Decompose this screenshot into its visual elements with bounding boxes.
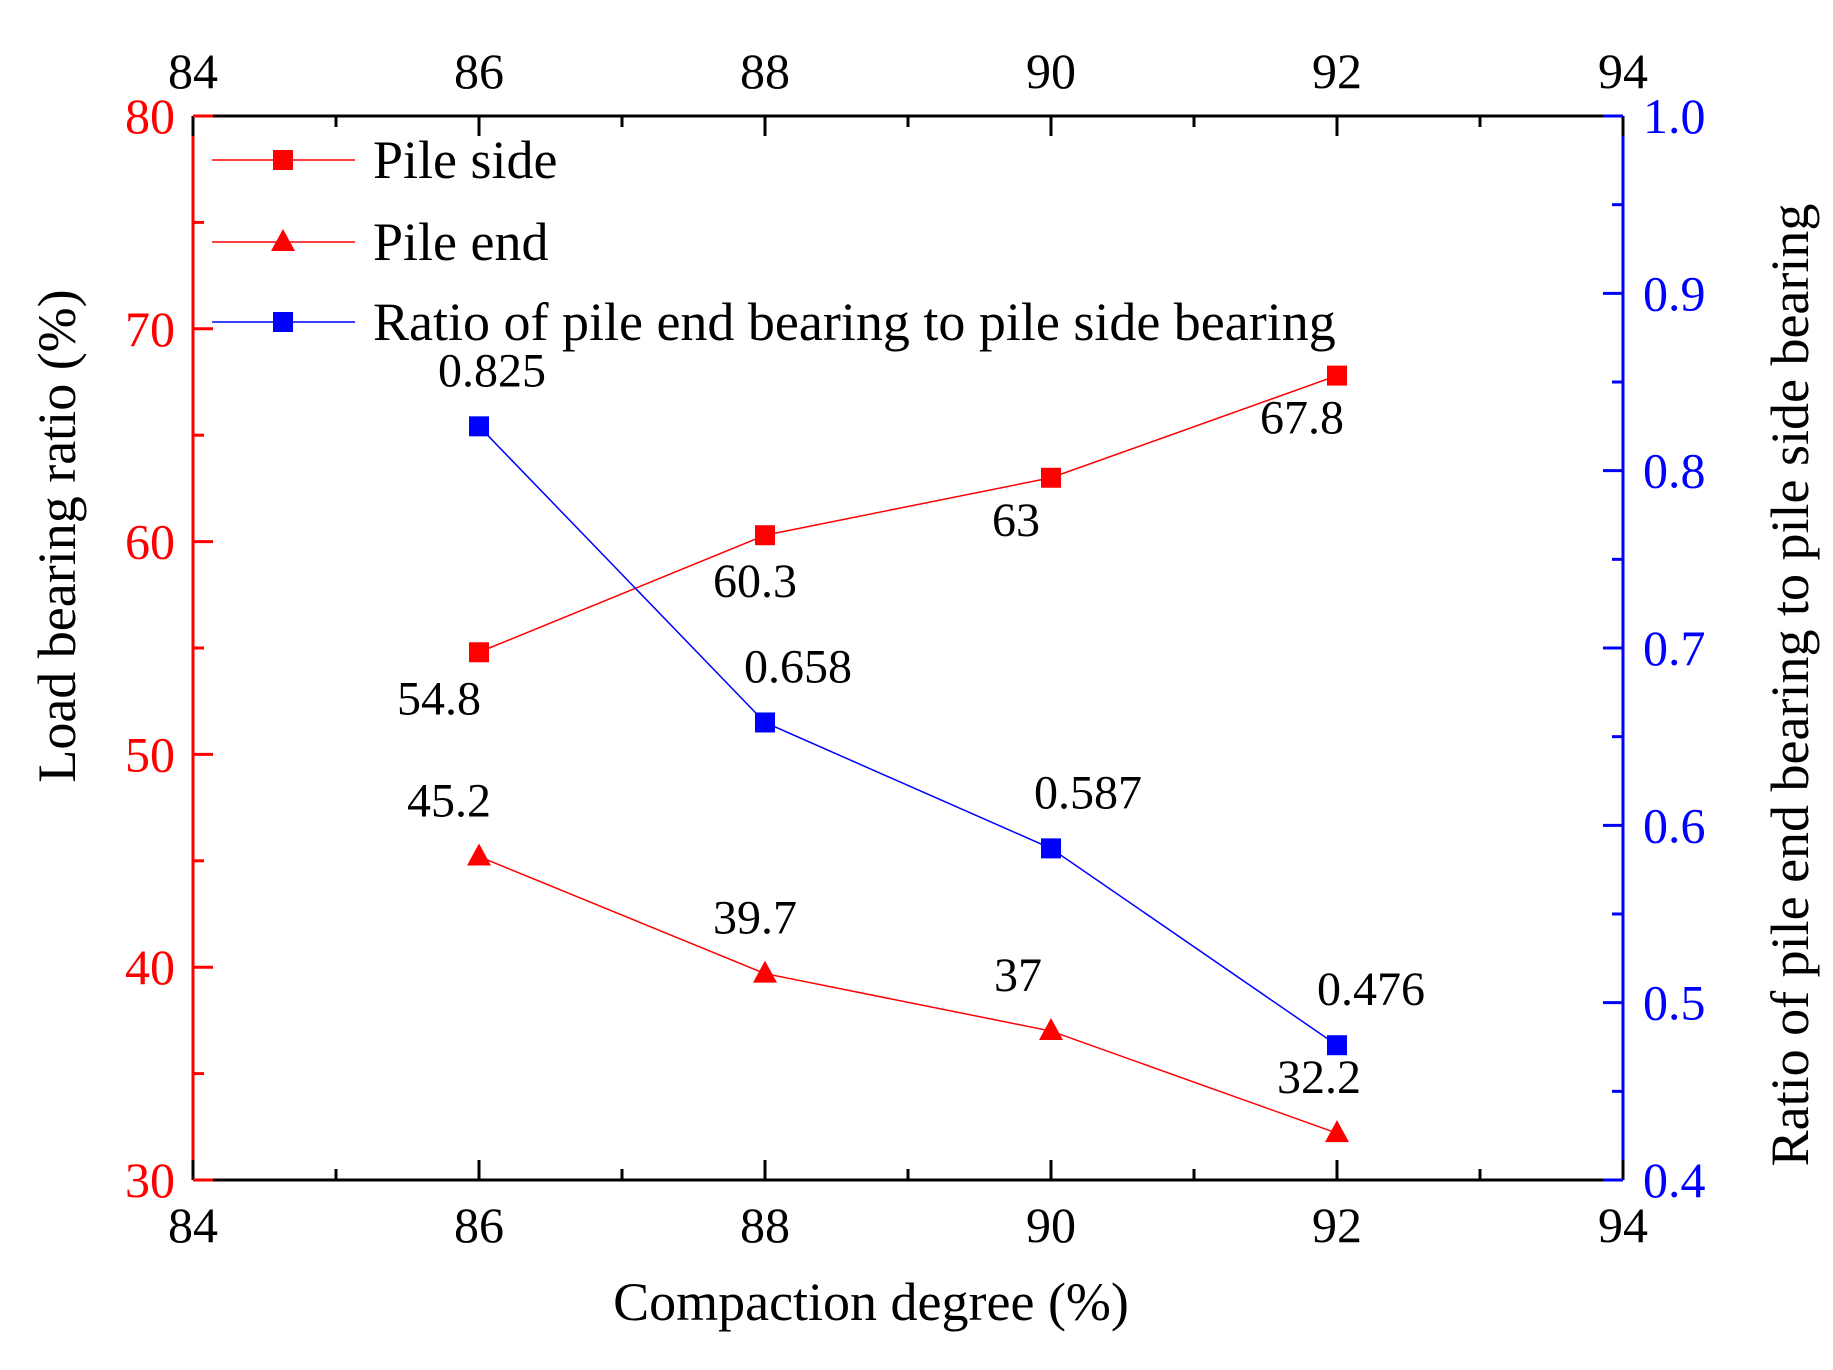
- data-point-s0-0: [469, 642, 489, 663]
- x-tick-label: 88: [740, 1197, 790, 1253]
- y2-tick-label: 0.5: [1643, 975, 1706, 1031]
- data-label-s1-1: 39.7: [713, 892, 797, 945]
- data-label-s1-3: 32.2: [1277, 1051, 1361, 1104]
- y2-tick-label: 0.4: [1643, 1152, 1706, 1208]
- y-tick-label: 40: [125, 939, 175, 995]
- data-point-s0-2: [1041, 467, 1061, 488]
- y-tick-label: 60: [125, 514, 175, 570]
- data-point-s0-1: [755, 525, 775, 546]
- x-tick-label: 94: [1598, 1197, 1648, 1253]
- data-labels: 54.8 60.3 63 67.8 45.2 39.7 37 32.2 0.825 0.658 0.…: [397, 344, 1425, 1104]
- data-label-s0-2: 63: [992, 494, 1040, 547]
- legend-label-0: Pile side: [373, 130, 558, 190]
- series-line-0: [478, 374, 1338, 653]
- series: [467, 365, 1349, 1143]
- data-point-s1-0: [467, 843, 491, 866]
- x-tick-label-top: 88: [740, 43, 790, 99]
- y-axis-title: Load bearing ratio (%): [27, 289, 87, 782]
- y-tick-label: 70: [125, 301, 175, 357]
- x-tick-label: 92: [1312, 1197, 1362, 1253]
- y-tick-label: 80: [125, 88, 175, 144]
- y2-tick-label: 0.8: [1643, 443, 1706, 499]
- x-axis-title: Compaction degree (%): [613, 1272, 1129, 1332]
- data-label-s2-3: 0.476: [1317, 963, 1425, 1016]
- data-point-s2-0: [469, 416, 489, 437]
- data-label-s2-2: 0.587: [1034, 766, 1142, 819]
- x-tick-label: 86: [454, 1197, 504, 1253]
- data-point-s2-3: [1327, 1035, 1347, 1056]
- data-label-s1-2: 37: [994, 949, 1042, 1002]
- series-line-2: [478, 425, 1338, 1046]
- x-tick-label-top: 92: [1312, 43, 1362, 99]
- legend-marker-0: [273, 150, 293, 170]
- y2-tick-label: 0.6: [1643, 797, 1706, 853]
- data-label-s0-0: 54.8: [397, 672, 481, 725]
- axes: [191, 114, 1625, 1182]
- x-tick-label-top: 84: [168, 43, 218, 99]
- data-point-s1-1: [753, 960, 777, 983]
- y2-tick-label: 1.0: [1643, 88, 1706, 144]
- x-tick-label-top: 86: [454, 43, 504, 99]
- series-line-1: [478, 855, 1338, 1134]
- y2-tick-label: 0.9: [1643, 265, 1706, 321]
- x-tick-label: 90: [1026, 1197, 1076, 1253]
- data-label-s2-1: 0.658: [744, 640, 852, 693]
- data-label-s1-0: 45.2: [407, 775, 491, 828]
- y-tick-label: 50: [125, 726, 175, 782]
- legend-label-2: Ratio of pile end bearing to pile side b…: [373, 292, 1336, 352]
- data-label-s2-0: 0.825: [438, 344, 546, 397]
- x-tick-label-top: 90: [1026, 43, 1076, 99]
- x-tick-label: 84: [168, 1197, 218, 1253]
- x-tick-label-top: 94: [1598, 43, 1648, 99]
- data-point-s1-3: [1325, 1120, 1349, 1143]
- data-point-s1-2: [1039, 1018, 1063, 1041]
- legend-marker-1: [271, 229, 295, 251]
- ticks: 84 84 86 86 88 88 90 90 92 92 94 94 30 40 50 60 70 80 0.4 0…: [125, 43, 1706, 1253]
- y2-tick-label: 0.7: [1643, 620, 1706, 676]
- data-point-s0-3: [1327, 365, 1347, 386]
- legend-marker-2: [273, 312, 293, 332]
- legend: Pile side Pile end Ratio of pile end beari…: [212, 130, 1336, 352]
- legend-label-1: Pile end: [373, 212, 548, 272]
- data-label-s0-3: 67.8: [1260, 392, 1344, 445]
- data-point-s2-1: [755, 712, 775, 733]
- data-label-s0-1: 60.3: [713, 555, 797, 608]
- y-tick-label: 30: [125, 1152, 175, 1208]
- y2-axis-title: Ratio of pile end bearing to pile side b…: [1760, 204, 1820, 1167]
- data-point-s2-2: [1041, 838, 1061, 859]
